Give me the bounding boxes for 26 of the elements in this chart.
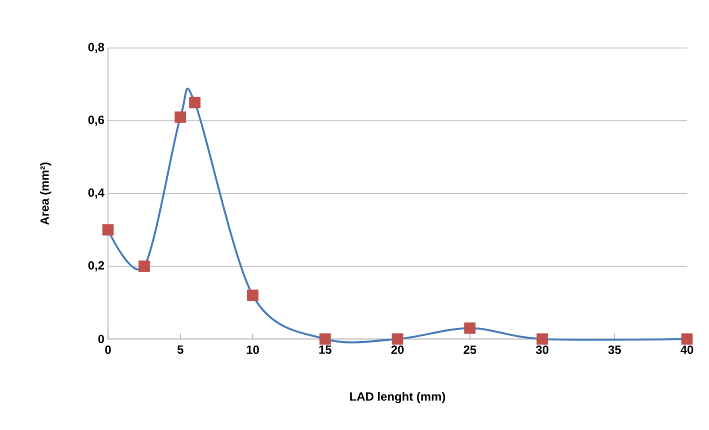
point bbox=[102, 224, 114, 236]
point bbox=[392, 333, 404, 345]
x-tick-label: 25 bbox=[464, 346, 476, 354]
y-tick-label: 0,4 bbox=[88, 188, 104, 199]
point bbox=[138, 260, 150, 272]
y-tick-label: 0 bbox=[98, 334, 104, 344]
x-tick-label: 5 bbox=[177, 346, 184, 354]
x-tick-label: 10 bbox=[246, 346, 259, 354]
y-tick-label: 0,2 bbox=[88, 261, 104, 272]
x-tick-label: 0 bbox=[105, 346, 111, 354]
x-axis-title: LAD lenght (mm) bbox=[350, 392, 446, 404]
point bbox=[319, 333, 331, 345]
x-tick-label: 35 bbox=[608, 346, 621, 354]
x-tick-label: 15 bbox=[319, 346, 332, 354]
y-tick-label: 0,8 bbox=[88, 42, 104, 54]
x-tick-label: 20 bbox=[391, 346, 404, 354]
x-tick-label: 40 bbox=[680, 346, 694, 354]
y-axis-title: Area (mm²) bbox=[40, 162, 52, 225]
point bbox=[174, 111, 186, 123]
point bbox=[536, 333, 548, 345]
point bbox=[189, 96, 201, 108]
x-tick-label: 30 bbox=[536, 346, 548, 354]
point bbox=[464, 322, 476, 334]
point bbox=[681, 333, 693, 345]
point bbox=[247, 290, 258, 302]
y-tick-label: 0,6 bbox=[88, 116, 104, 126]
